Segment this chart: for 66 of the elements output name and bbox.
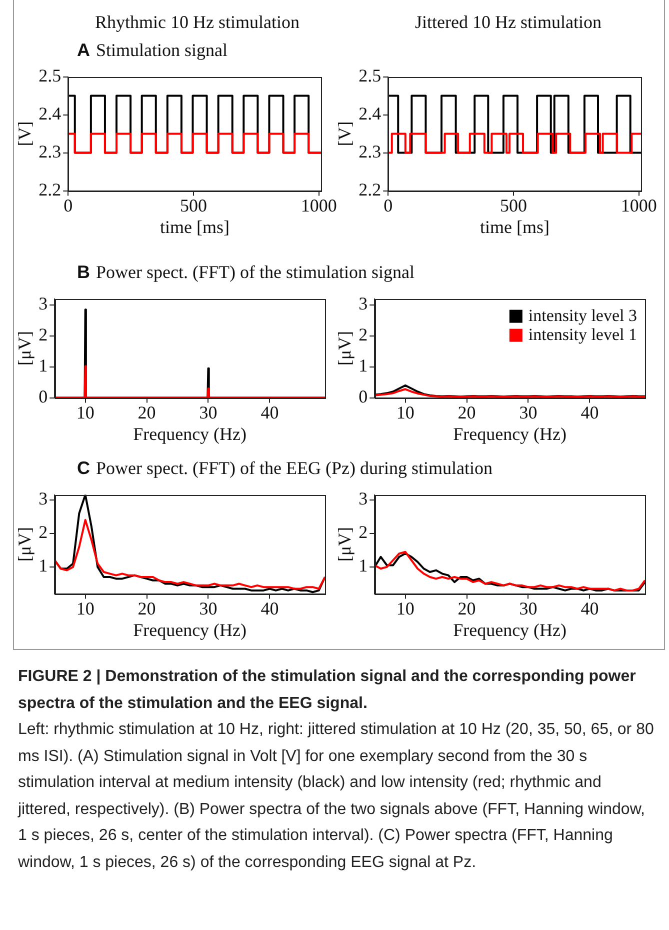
x-tick-label: 10: [396, 402, 414, 422]
x-tick-label: 30: [199, 402, 218, 422]
x-tick-label: 30: [519, 402, 538, 422]
y-tick-label: 3: [358, 294, 368, 314]
y-axis-title: [V]: [334, 121, 355, 146]
x-axis-title: Frequency (Hz): [453, 620, 567, 640]
x-tick-label: 500: [500, 195, 527, 216]
x-tick-label: 30: [519, 598, 538, 618]
y-tick-label: 1: [358, 356, 368, 376]
y-tick-label: 2.4: [38, 104, 62, 124]
y-axis-title: [V]: [14, 121, 35, 146]
text: B: [77, 262, 90, 282]
x-tick-label: 20: [138, 402, 156, 422]
x-tick-label: 10: [396, 598, 414, 618]
x-axis-title: Frequency (Hz): [133, 424, 247, 444]
x-tick-label: 10: [76, 598, 94, 618]
x-axis-title: Frequency (Hz): [453, 424, 567, 444]
y-tick-label: 2: [358, 324, 368, 345]
y-tick-label: 2.2: [38, 180, 62, 200]
chart-subtitle: Jittered 10 Hz stimulation: [415, 12, 602, 33]
y-tick-label: 3: [38, 488, 48, 509]
y-tick-label: 1: [38, 556, 48, 576]
chart-subtitle: Rhythmic 10 Hz stimulation: [95, 12, 300, 33]
y-tick-label: 2: [38, 324, 48, 345]
y-tick-label: 2.3: [38, 142, 62, 162]
y-tick-label: 2.5: [358, 66, 382, 86]
y-tick-label: 1: [358, 556, 368, 576]
text: C: [77, 458, 90, 478]
x-tick-label: 1000: [620, 195, 657, 216]
x-tick-label: 30: [199, 598, 218, 618]
legend-label: intensity level 1: [528, 324, 638, 344]
legend-label: intensity level 3: [528, 306, 638, 325]
x-axis-title: Frequency (Hz): [133, 620, 247, 640]
x-tick-label: 500: [180, 195, 207, 216]
x-tick-label: 40: [260, 598, 279, 618]
x-axis-title: time [ms]: [480, 216, 550, 237]
x-tick-label: 40: [580, 402, 599, 422]
y-axis-title: [μV]: [14, 330, 35, 366]
y-tick-label: 1: [38, 356, 48, 376]
x-axis-title: time [ms]: [160, 216, 230, 237]
y-axis-title: [μV]: [334, 330, 355, 366]
y-tick-label: 2.3: [358, 142, 382, 162]
caption: FIGURE 2 | Demonstration of the stimulation signal and the corresponding power spectra of the stimulation and the EEG signal.: [18, 667, 637, 714]
y-axis-title: [μV]: [14, 526, 35, 562]
x-tick-label: 1000: [300, 195, 337, 216]
chart-title: Power spect. (FFT) of the EEG (Pz) during stimulation: [96, 458, 492, 478]
x-tick-label: 40: [260, 402, 279, 422]
chart-title: Stimulation signal: [96, 40, 228, 60]
x-tick-label: 10: [76, 402, 94, 422]
y-tick-label: 0: [38, 386, 48, 407]
x-tick-label: 20: [458, 402, 476, 422]
y-tick-label: 2.5: [38, 66, 62, 86]
y-tick-label: 3: [38, 294, 48, 314]
y-axis-title: [μV]: [334, 526, 355, 562]
text: Left: rhythmic stimulation at 10 Hz, right: jittered stimulation at 10 Hz (20, 35, 50, 65, or 80 ms ISI). (A) Stimulation signal in Volt [V] for one exemplary second from the 30 s stimulation interval at medium intensity (black) and low intensity (red; rhythmic and jittered, respectively). (B) Power spectra of the two signals above (FFT, Hanning window, 1 s pieces, 26 s, center of the stimulation interval). (C) Power spectra (FFT, Hanning window, 1 s pieces, 26 s) of the corresponding EEG signal at Pz.: [18, 720, 655, 872]
x-tick-label: 20: [138, 598, 156, 618]
y-tick-label: 0: [358, 386, 368, 407]
x-tick-label: 20: [458, 598, 476, 618]
y-tick-label: 2: [38, 522, 48, 542]
y-tick-label: 2.2: [358, 180, 382, 200]
y-tick-label: 2: [358, 522, 368, 542]
x-tick-label: 40: [580, 598, 599, 618]
chart-title: Power spect. (FFT) of the stimulation signal: [96, 262, 414, 282]
y-tick-label: 3: [358, 488, 368, 509]
y-tick-label: 2.4: [358, 104, 382, 124]
text: A: [77, 40, 90, 60]
